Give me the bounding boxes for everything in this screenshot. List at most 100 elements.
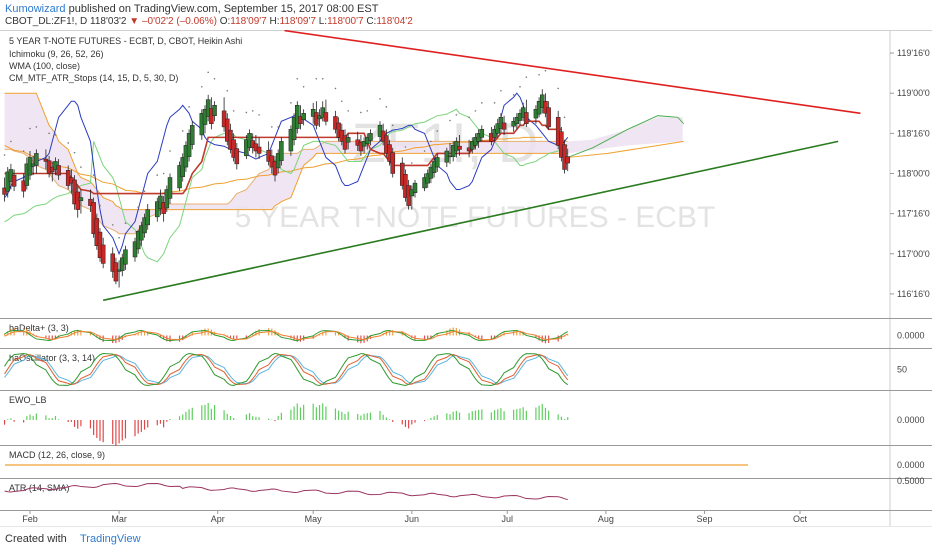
sar-dot (118, 236, 120, 239)
chart-area[interactable]: ZF1!, D5 YEAR T-NOTE FUTURES - ECBT119'1… (0, 29, 932, 526)
candle-body (205, 99, 211, 117)
candle-body (524, 112, 529, 124)
sar-dot (500, 90, 502, 92)
price-tick-label: 119'00'0 (897, 88, 930, 98)
close-label: C: (366, 16, 377, 27)
candle-body (21, 180, 26, 192)
candle-body (256, 146, 262, 154)
descending-resistance-trendline (284, 29, 861, 115)
candle-body (345, 137, 351, 143)
time-tick-label: May (305, 514, 323, 524)
sar-dot (563, 116, 566, 119)
sar-dot (385, 106, 388, 108)
sar-dot (321, 77, 324, 80)
sar-dot (315, 77, 318, 80)
sar-dot (538, 73, 540, 76)
pane-tick-label: 50 (897, 365, 907, 375)
candle-body (202, 109, 208, 125)
sar-dot (99, 204, 101, 207)
created-with-text: Created with (5, 533, 67, 545)
sar-dot (411, 162, 413, 164)
sar-dot (468, 116, 470, 119)
sar-dot (519, 85, 521, 88)
candle-body (390, 152, 395, 174)
sar-dot (156, 174, 159, 176)
candle-body (34, 153, 39, 166)
candle-body (167, 177, 173, 199)
pane-tick-label: 0.0000 (897, 331, 925, 341)
tradingview-logo-text[interactable]: TradingView (80, 533, 141, 545)
sar-dot (296, 77, 299, 80)
price-tick-label: 118'16'0 (897, 128, 930, 138)
sar-dot (525, 76, 528, 78)
sar-dot (73, 151, 76, 154)
haosc-line-3 (4, 355, 569, 385)
sar-dot (111, 224, 114, 226)
open-value: 118'09'7 (230, 16, 267, 27)
candle-body (298, 116, 303, 124)
author-name[interactable]: Kumowizard (5, 3, 66, 15)
indicator-label: WMA (100, close) (9, 61, 80, 71)
chart-header: Kumowizard published on TradingView.com,… (0, 0, 932, 30)
pane-title: EWO_LB (9, 395, 47, 405)
sar-dot (143, 190, 146, 192)
price-tick-label: 116'16'0 (897, 289, 930, 299)
sar-dot (391, 124, 394, 127)
sar-dot (404, 146, 407, 148)
chart-svg[interactable]: ZF1!, D5 YEAR T-NOTE FUTURES - ECBT119'1… (0, 29, 932, 526)
sar-dot (124, 222, 127, 225)
candle-body (555, 117, 561, 146)
sar-dot (277, 126, 279, 128)
sar-dot (430, 140, 432, 143)
candle-body (91, 202, 96, 234)
time-tick-label: Aug (598, 514, 614, 524)
pane-title: MACD (12, 26, close, 9) (9, 450, 105, 460)
candle-body (43, 158, 49, 162)
sar-dot (251, 110, 254, 112)
future-span-green (567, 115, 685, 158)
future-cloud (567, 117, 683, 154)
sar-dot (162, 172, 165, 175)
high-label: H: (269, 16, 280, 27)
hadelta-signal (4, 331, 568, 341)
sar-dot (80, 166, 82, 168)
footer: Created with TradingView (0, 526, 932, 551)
candle-body (56, 165, 61, 176)
published-text: published on TradingView.com, September … (68, 3, 379, 15)
sar-dot (290, 102, 292, 104)
candle-body (279, 141, 284, 161)
down-arrow-icon: ▼ (129, 16, 140, 27)
candle-body (479, 129, 485, 138)
candle-body (342, 135, 348, 150)
candle-body (565, 156, 570, 164)
symbol-name: CBOT_DL:ZF1!, D (5, 16, 88, 27)
price-change: –0'02'2 (–0.06%) (141, 16, 217, 27)
candle-body (272, 161, 278, 176)
sar-dot (169, 150, 171, 152)
atr-stops-line (4, 108, 569, 263)
candle-body (186, 133, 192, 157)
time-tick-label: Apr (211, 514, 225, 524)
pane-tick-label: 0.0000 (897, 460, 925, 470)
indicator-label: CM_MTF_ATR_Stops (14, 15, D, 5, 30, D) (9, 73, 178, 83)
main-title: 5 YEAR T-NOTE FUTURES - ECBT, D, CBOT, H… (9, 36, 242, 46)
price-tick-label: 119'16'0 (897, 48, 930, 58)
sar-dot (258, 114, 260, 116)
last-price: 118'03'2 (90, 16, 127, 27)
sar-dot (137, 206, 139, 209)
candle-body (190, 125, 195, 145)
time-tick-label: Feb (22, 514, 38, 524)
sar-dot (67, 142, 69, 144)
sar-dot (423, 150, 426, 152)
sar-dot (512, 94, 515, 96)
candle-body (209, 108, 214, 124)
candle-body (212, 105, 217, 116)
sar-dot (271, 126, 273, 128)
atr-line (4, 483, 568, 501)
open-label: O: (219, 16, 231, 27)
candle-body (78, 197, 84, 202)
low-value: 118'00'7 (327, 16, 364, 27)
symbol-line: CBOT_DL:ZF1!, D 118'03'2 ▼ –0'02'2 (–0.0… (5, 16, 413, 27)
sar-dot (341, 100, 343, 103)
sar-dot (493, 102, 496, 104)
